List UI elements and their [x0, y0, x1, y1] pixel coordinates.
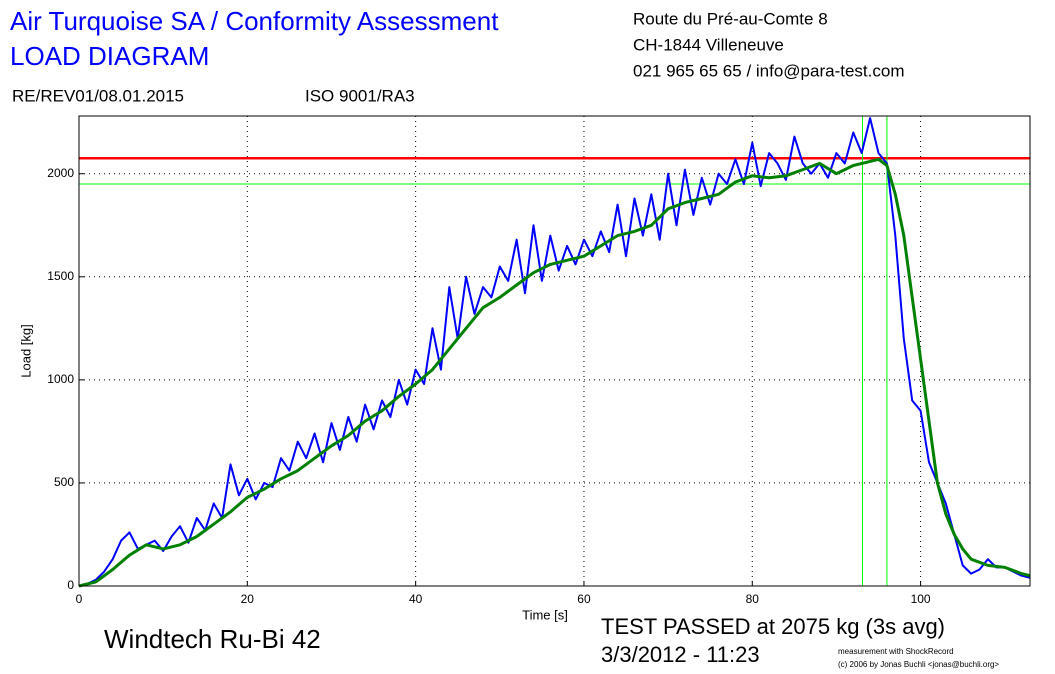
x-tick-label: 0	[76, 592, 83, 606]
address-line: 021 965 65 65 / info@para-test.com	[633, 61, 904, 80]
x-tick-label: 100	[911, 592, 931, 606]
revision: RE/REV01/08.01.2015	[12, 86, 184, 105]
x-tick-label: 80	[746, 592, 760, 606]
x-tick-label: 20	[241, 592, 255, 606]
data-line	[78, 157, 1031, 588]
wing-name: Windtech Ru-Bi 42	[104, 624, 321, 654]
address-line: Route du Pré-au-Comte 8	[633, 9, 828, 28]
x-axis-label: Time [s]	[522, 607, 568, 622]
result: TEST PASSED at 2075 kg (3s avg)	[601, 614, 945, 639]
credit: (c) 2006 by Jonas Buchli <jonas@buchli.o…	[838, 660, 999, 669]
y-tick-label: 1000	[47, 372, 74, 386]
data-line	[78, 117, 1031, 587]
plot-area: 0 500 1000 1500 2000 0 20 40 60 80 100	[47, 115, 1031, 606]
address-line: CH-1844 Villeneuve	[633, 35, 784, 54]
y-tick-label: 0	[67, 578, 74, 592]
x-tick-label: 60	[577, 592, 591, 606]
plot-frame	[78, 115, 1031, 587]
y-axis-label: Load [kg]	[18, 324, 33, 378]
date: 3/3/2012 - 11:23	[601, 642, 760, 667]
chart-subtitle: LOAD DIAGRAM	[10, 41, 209, 71]
y-tick-label: 2000	[47, 166, 74, 180]
x-tick-label: 40	[409, 592, 423, 606]
iso: ISO 9001/RA3	[305, 86, 415, 105]
y-tick-label: 500	[54, 475, 74, 489]
y-tick-label: 1500	[47, 269, 74, 283]
credit: measurement with ShockRecord	[838, 647, 954, 656]
chart-title: Air Turquoise SA / Conformity Assessment	[10, 6, 499, 36]
